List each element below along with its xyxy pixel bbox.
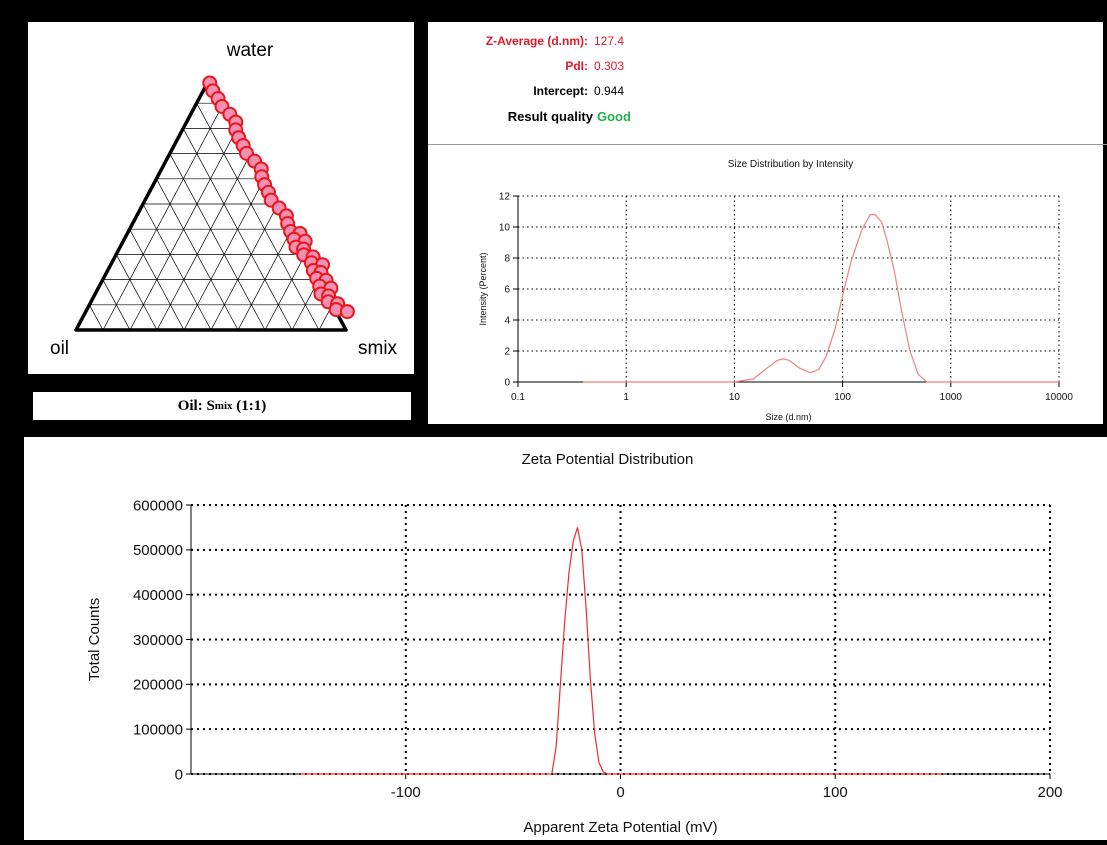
series-line [298,527,943,775]
x-tick-label: -100 [391,784,421,801]
y-tick-label: 0 [175,766,183,783]
series-line [583,214,1059,383]
grid-line [102,279,131,331]
grid-line [156,153,252,331]
x-axis-label: Size (d.nm) [765,412,811,422]
ternary-diagram: water oil smix [50,40,398,359]
y-axis-label: Total Counts [86,598,103,681]
result-value: Good [597,109,631,124]
zeta-potential-chart: Zeta Potential Distribution 0 100000 200000… [86,451,1063,836]
y-axis-label: Intensity (Percent) [478,252,488,325]
y-tick-label: 300000 [133,632,183,649]
grid-line [142,203,212,331]
result-value: 0.944 [594,84,625,98]
x-tick-label: 10 [729,392,741,403]
grid-line [115,254,158,331]
y-tick-label: 2 [504,347,510,358]
vertex-label-oil: oil [50,338,69,359]
grid-line [237,229,292,331]
y-tick-label: 10 [499,223,511,234]
grid-line [89,304,104,331]
caption-main: Oil: S [177,397,215,414]
y-tick-label: 600000 [133,497,183,514]
caption-sub: mix [214,400,233,412]
result-label: PdI: [565,59,588,73]
y-tick-label: 100000 [133,721,183,738]
x-tick-label: 1 [623,392,629,403]
x-tick-label: 100 [834,392,851,403]
vertex-label-smix: smix [358,338,398,359]
x-tick-label: 200 [1037,784,1062,801]
y-tick-label: 400000 [133,587,183,604]
x-tick-label: 0.1 [511,392,525,403]
size-distribution-chart: Size Distribution by Intensity 0 2 4 6 8 10 12 0… [478,159,1073,422]
x-tick-label: 10000 [1045,392,1073,403]
y-tick-label: 500000 [133,542,183,559]
x-axis-label: Apparent Zeta Potential (mV) [523,819,717,836]
y-tick-label: 8 [504,254,510,265]
grid-line [169,153,266,331]
ternary-grid [89,102,333,331]
vertex-label-water: water [226,40,274,61]
grid-line [210,203,279,331]
grid-line [264,254,306,331]
y-tick-label: 200000 [133,677,183,694]
y-tick-label: 4 [504,316,510,327]
grid-line [196,103,320,331]
chart-title: Zeta Potential Distribution [522,451,694,468]
x-tick-label: 0 [616,784,624,801]
result-value: 0.303 [594,59,625,73]
data-point [339,304,355,320]
x-tick-label: 100 [823,784,848,801]
zeta-potential-panel: Zeta Potential Distribution 0 100000 200000… [20,433,1107,840]
y-tick-label: 0 [504,378,510,389]
ternary-diagram-panel: water oil smix [24,18,418,378]
dls-results: Z-Average (d.nm): 127.4 PdI: 0.303 Intercept… [428,22,1107,145]
caption-tail: (1:1) [232,397,267,414]
y-tick-label: 6 [504,285,510,296]
size-distribution-panel: Z-Average (d.nm): 127.4 PdI: 0.303 Intercept… [424,18,1107,428]
result-value: 127.4 [594,34,625,48]
result-label: Z-Average (d.nm): [485,34,588,48]
grid-line [129,229,185,331]
chart-title: Size Distribution by Intensity [728,159,854,170]
x-tick-label: 1000 [940,392,963,403]
result-label: Intercept: [533,84,588,98]
result-label: Result quality [507,109,593,124]
grid-line [102,103,224,331]
y-tick-label: 12 [499,192,511,203]
